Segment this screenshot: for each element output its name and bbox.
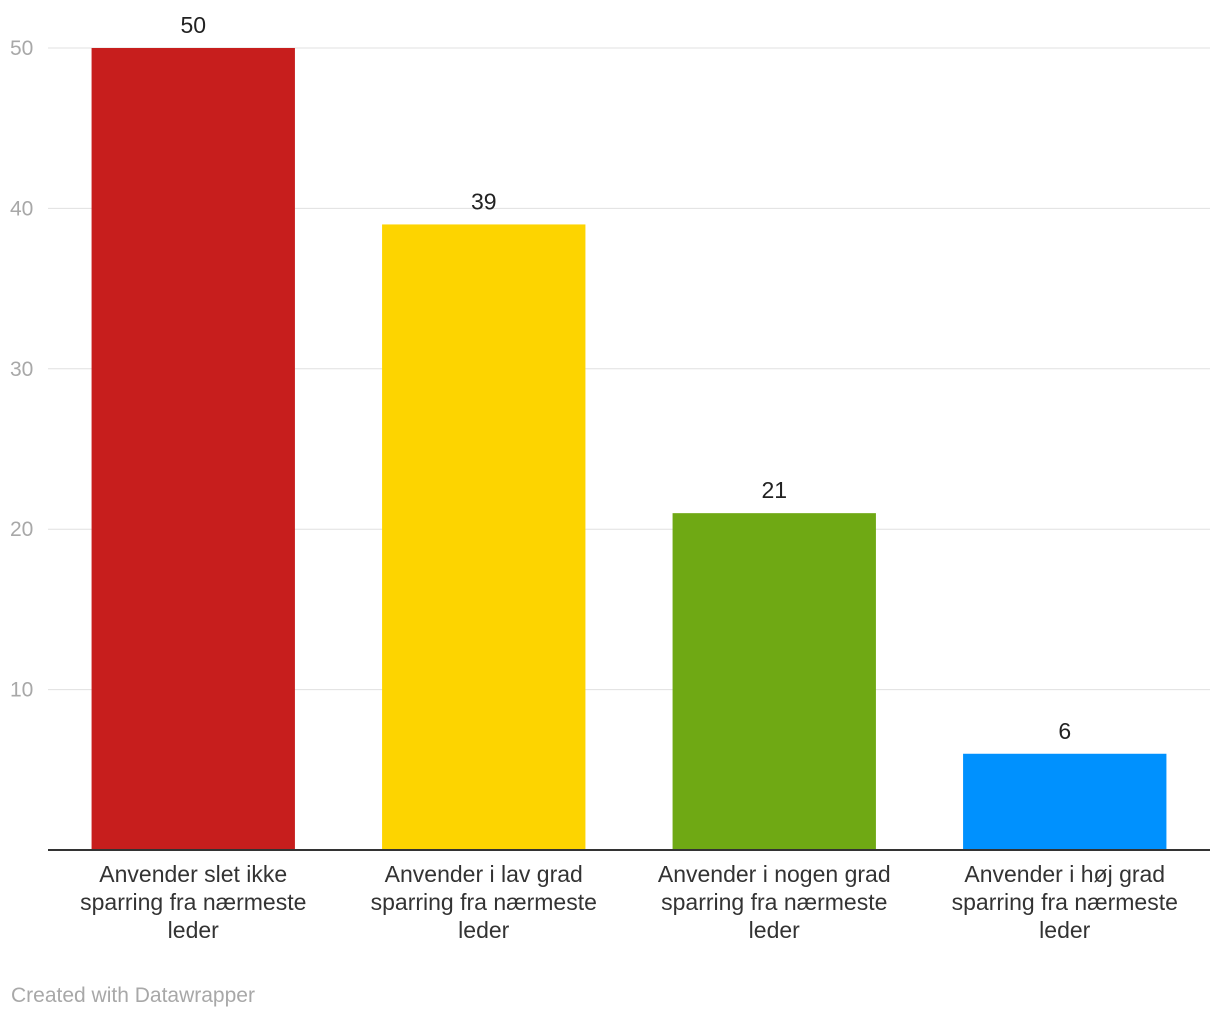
y-axis-ticks: 10 20 30 40 50	[10, 37, 33, 702]
x-category-label: Anvender i lav grad	[385, 861, 583, 887]
value-label: 6	[1058, 718, 1071, 744]
y-tick-label: 40	[10, 197, 33, 220]
x-category-label: leder	[458, 917, 509, 943]
x-category-label: sparring fra nærmeste	[952, 889, 1178, 915]
value-label: 21	[761, 477, 787, 503]
bar-4	[963, 753, 1167, 850]
y-tick-label: 10	[10, 679, 33, 702]
x-category-label: sparring fra nærmeste	[661, 889, 887, 915]
x-category-label: sparring fra nærmeste	[371, 889, 597, 915]
value-label: 39	[471, 188, 497, 214]
x-category-label: Anvender slet ikke	[99, 861, 287, 887]
x-category-label: sparring fra nærmeste	[80, 889, 306, 915]
credit-text: Created with Datawrapper	[11, 984, 255, 1007]
y-tick-label: 50	[10, 37, 33, 60]
bar-1	[91, 48, 295, 850]
value-label: 50	[180, 12, 206, 38]
x-category-label: leder	[749, 917, 800, 943]
bar-3	[672, 513, 876, 850]
bars	[91, 48, 1167, 850]
y-tick-label: 30	[10, 358, 33, 381]
bar-2	[382, 224, 586, 850]
value-labels: 50 39 21 6	[180, 12, 1071, 744]
y-tick-label: 20	[10, 518, 33, 541]
x-category-label: Anvender i nogen grad	[658, 861, 891, 887]
x-category-label: Anvender i høj grad	[964, 861, 1165, 887]
x-category-label: leder	[1039, 917, 1090, 943]
x-category-label: leder	[168, 917, 219, 943]
